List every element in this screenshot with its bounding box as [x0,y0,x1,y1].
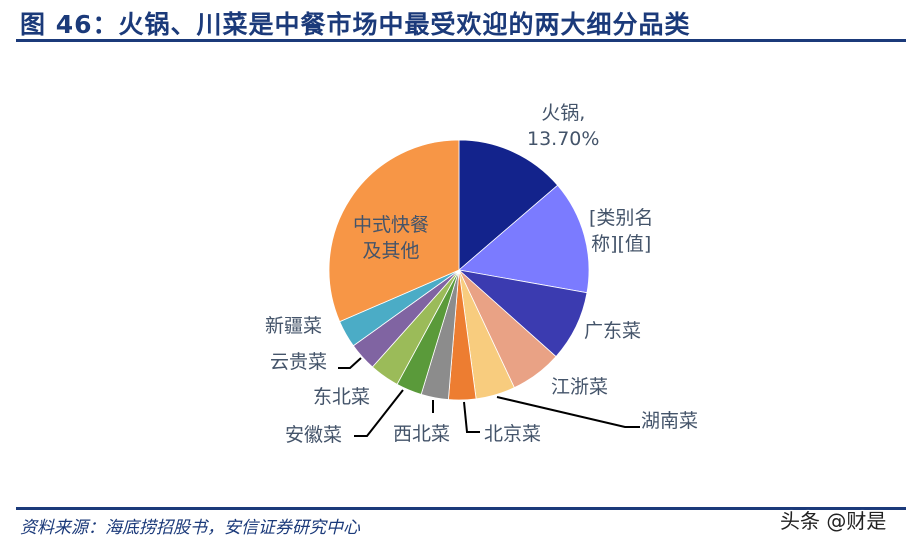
label-huoguo-name: 火锅, [541,102,586,124]
label-chuancai-line1: [类别名 [589,207,654,229]
label-dongbei: 东北菜 [313,386,371,408]
label-beijing: 北京菜 [484,423,542,445]
figure-title: 图 46：火锅、川菜是中餐市场中最受欢迎的两大细分品类 [20,10,691,39]
leader-line-beijing [463,401,480,433]
label-hunan: 湖南菜 [641,410,699,432]
watermark: 头条 @财是 [780,509,887,533]
source-divider [16,507,906,510]
title-divider [16,39,906,42]
label-jiangzhe: 江浙菜 [551,376,609,398]
label-chuancai-line2: 称][值] [591,233,652,255]
label-huoguo: 火锅, 13.70% [527,100,599,152]
label-huoguo-value: 13.70% [527,128,600,150]
label-chuancai: [类别名 称][值] [589,205,653,257]
leader-line-yungui [338,357,362,369]
source-note: 资料来源：海底捞招股书，安信证券研究中心 [20,518,360,538]
label-yungui: 云贵菜 [270,351,328,373]
label-kuaican: 中式快餐 及其他 [353,212,429,264]
label-guangdong: 广东菜 [584,320,642,342]
label-xinjiang: 新疆菜 [265,315,323,337]
pie-slice [458,139,559,271]
leader-line-hunan [496,396,640,428]
label-kuaican-line1: 中式快餐 [353,214,430,236]
label-anhui: 安徽菜 [285,424,343,446]
pie-slice [458,184,590,294]
leader-lines [338,357,640,437]
label-xibei: 西北菜 [393,423,451,445]
pie-slice [328,139,460,323]
label-kuaican-line2: 及其他 [362,240,420,262]
leader-line-anhui [354,389,404,437]
pie-slices [328,139,590,401]
